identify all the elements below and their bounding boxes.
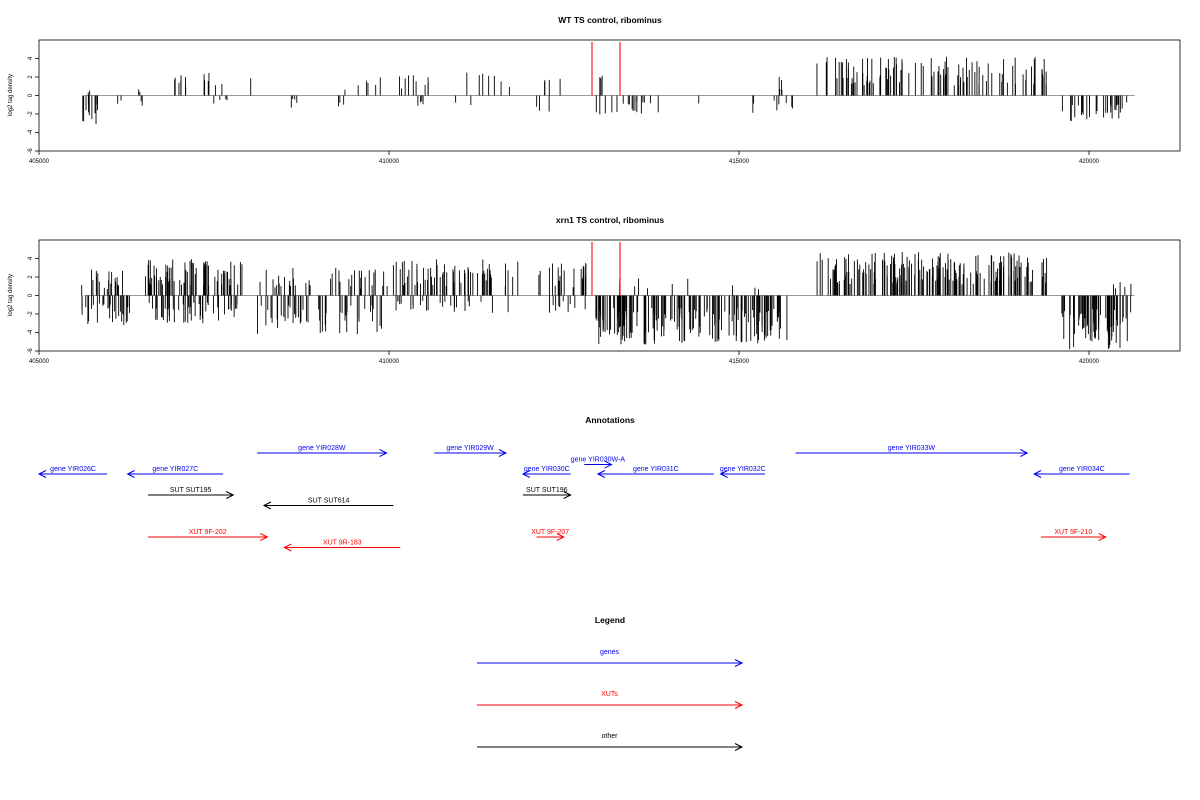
feature-label: gene YIR029W bbox=[446, 445, 494, 452]
legend-title: Legend bbox=[595, 615, 625, 625]
wt-x-ticks: 405000 410000 415000 420000 bbox=[29, 151, 1100, 165]
feature-arrow bbox=[434, 449, 508, 457]
feature-label: gene YIR028W bbox=[298, 445, 346, 452]
feature-label: gene YIR030W-A bbox=[571, 457, 626, 464]
feature-arrow bbox=[1040, 533, 1107, 541]
wt-y-ticks: -6 -4 -2 0 2 4 bbox=[28, 56, 39, 154]
feature-arrow bbox=[148, 491, 235, 499]
feature-label: gene YIR031C bbox=[633, 466, 679, 473]
xrn1-y-tick-label: -6 bbox=[28, 348, 34, 354]
feature-label: gene YIR027C bbox=[152, 466, 198, 473]
legend-arrow bbox=[477, 659, 744, 667]
xrn1-x-tick-label: 420000 bbox=[1079, 359, 1100, 365]
feature-arrow bbox=[596, 470, 714, 478]
wt-x-tick-label: 415000 bbox=[729, 159, 750, 165]
wt-x-tick-label: 410000 bbox=[379, 159, 400, 165]
wt-x-tick-label: 420000 bbox=[1079, 159, 1100, 165]
feature-label: XUT 9F-207 bbox=[531, 529, 569, 536]
wt-panel-title: WT TS control, ribominus bbox=[558, 15, 662, 25]
feature-arrow bbox=[521, 470, 571, 478]
xrn1-y-tick-label: 4 bbox=[28, 256, 34, 260]
wt-y-tick-label: 0 bbox=[28, 93, 34, 97]
annotations-title: Annotations bbox=[585, 415, 635, 425]
annotation-features: gene YIR026C gene YIR027C gene YIR028W gene… bbox=[37, 445, 1130, 552]
feature-label: XUT 9F-202 bbox=[189, 529, 227, 536]
xrn1-panel-title: xrn1 TS control, ribominus bbox=[556, 215, 664, 225]
wt-x-tick-label: 405000 bbox=[29, 159, 50, 165]
feature-arrow bbox=[37, 470, 108, 478]
legend-panel: Legend genes XUTs other bbox=[477, 615, 744, 751]
legend-label: XUTs bbox=[601, 691, 618, 698]
xrn1-x-tick-label: 410000 bbox=[379, 359, 400, 365]
feature-label: XUT 9F-210 bbox=[1054, 529, 1092, 536]
feature-arrow bbox=[522, 491, 572, 499]
wt-y-tick-label: 2 bbox=[28, 75, 34, 79]
legend-arrow bbox=[477, 701, 744, 709]
feature-label: gene YIR034C bbox=[1059, 466, 1105, 473]
legend-arrow bbox=[477, 743, 744, 751]
wt-y-axis-label: log2 tag density bbox=[8, 74, 14, 116]
feature-label: SUT SUT196 bbox=[526, 487, 568, 494]
feature-arrow bbox=[1033, 470, 1130, 478]
xrn1-y-axis-label: log2 tag density bbox=[8, 274, 14, 316]
wt-y-tick-label: -6 bbox=[28, 148, 34, 154]
feature-label: gene YIR033W bbox=[888, 445, 936, 452]
annotations-panel: Annotations gene YIR026C gene YIR027Cgene… bbox=[37, 415, 1130, 552]
wt-density-bars bbox=[82, 42, 1135, 125]
feature-label: XUT 9R-183 bbox=[323, 540, 362, 547]
feature-arrow bbox=[584, 460, 613, 469]
feature-arrow bbox=[262, 501, 394, 510]
xrn1-y-tick-label: 0 bbox=[28, 293, 34, 297]
legend-items: genes XUTs other bbox=[477, 649, 744, 751]
wt-density-panel: WT TS control, ribominus log2 tag densit… bbox=[8, 15, 1181, 165]
xrn1-y-ticks: -6 -4 -2 0 2 4 bbox=[28, 256, 39, 354]
legend-label: other bbox=[602, 733, 619, 740]
feature-label: SUT SUT614 bbox=[308, 498, 350, 505]
feature-arrow bbox=[536, 533, 565, 541]
feature-arrow bbox=[283, 543, 401, 552]
xrn1-y-tick-label: 2 bbox=[28, 275, 34, 279]
feature-label: gene YIR032C bbox=[720, 466, 766, 473]
feature-arrow bbox=[126, 470, 224, 478]
feature-label: gene YIR030C bbox=[524, 466, 570, 473]
xrn1-x-tick-label: 415000 bbox=[729, 359, 750, 365]
xrn1-x-ticks: 405000 410000 415000 420000 bbox=[29, 351, 1100, 365]
wt-y-tick-label: -4 bbox=[28, 129, 34, 135]
xrn1-y-tick-label: -4 bbox=[28, 329, 34, 335]
feature-arrow bbox=[719, 470, 765, 478]
feature-arrow bbox=[257, 449, 388, 457]
legend-label: genes bbox=[600, 649, 620, 656]
feature-arrow bbox=[148, 533, 269, 541]
wt-y-tick-label: -2 bbox=[28, 111, 34, 117]
feature-label: SUT SUT195 bbox=[170, 487, 212, 494]
feature-label: gene YIR026C bbox=[50, 466, 96, 473]
xrn1-density-bars bbox=[81, 242, 1135, 350]
xrn1-x-tick-label: 405000 bbox=[29, 359, 50, 365]
feature-arrow bbox=[795, 449, 1029, 457]
xrn1-density-panel: xrn1 TS control, ribominus log2 tag dens… bbox=[8, 215, 1181, 365]
xrn1-y-tick-label: -2 bbox=[28, 311, 34, 317]
wt-y-tick-label: 4 bbox=[28, 56, 34, 60]
